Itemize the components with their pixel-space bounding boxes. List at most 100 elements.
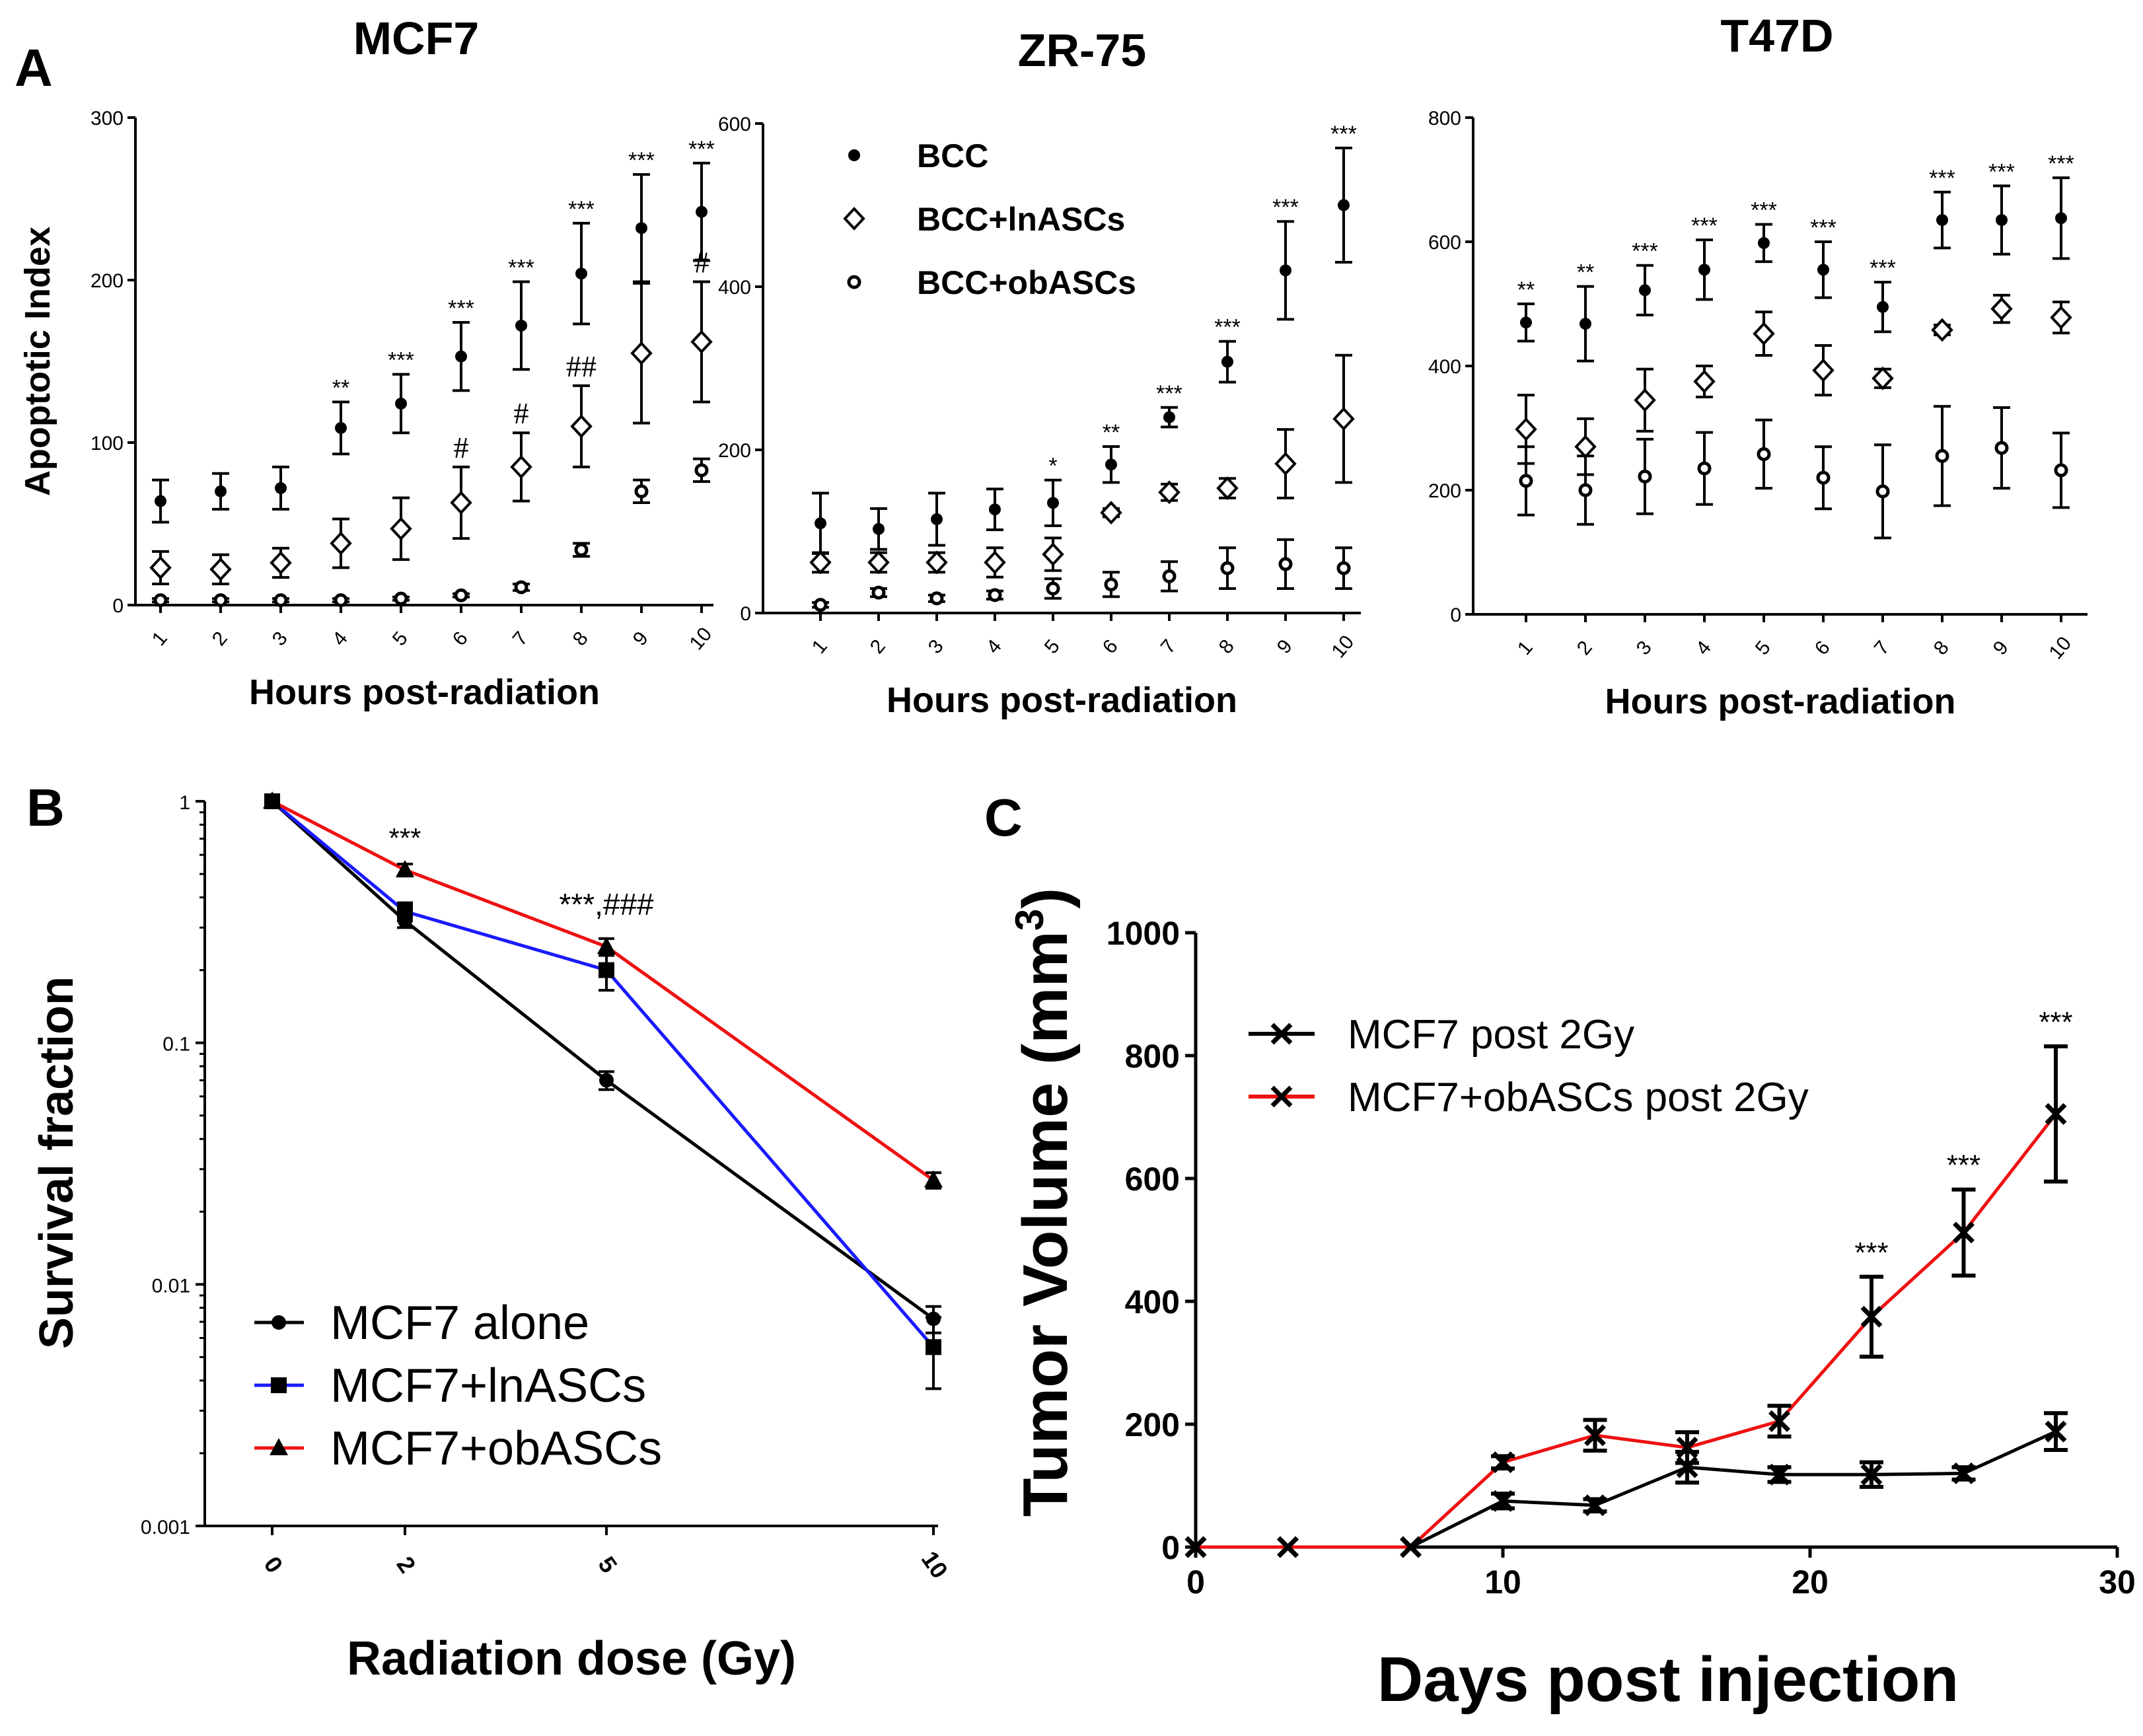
x-tick-label: 9 — [629, 628, 653, 650]
bcc-obascs-point — [454, 588, 468, 602]
bcc-lnascs-point — [1931, 318, 1953, 342]
bcc-obascs-point — [1220, 561, 1235, 575]
y-tick-label: 400 — [1428, 356, 1461, 378]
x-axis-label: Hours post-radiation — [249, 672, 600, 712]
chart-title: T47D — [1720, 10, 1833, 61]
bcc-obascs-point — [1994, 441, 2009, 455]
x-tick-label: 5 — [1751, 637, 1775, 659]
x-tick-label: 1 — [808, 635, 832, 658]
x-tick-label: 30 — [2099, 1564, 2136, 1601]
legend-label: MCF7+obASCs post 2Gy — [1348, 1075, 1809, 1120]
bcc-point — [1580, 318, 1591, 330]
x-tick-label: 5 — [593, 1552, 623, 1578]
significance-label: * — [1048, 454, 1057, 479]
bcc-point — [1877, 301, 1889, 313]
bcc-point — [575, 268, 587, 280]
significance-label: *** — [1691, 213, 1718, 238]
bcc-obascs-point — [871, 585, 886, 600]
bcc-obascs-point — [2054, 463, 2068, 478]
x-tick-label: 20 — [1792, 1564, 1829, 1601]
y-tick-label: 800 — [1125, 1038, 1180, 1075]
bcc-obascs-point — [1104, 577, 1118, 592]
legend-marker — [271, 1377, 287, 1393]
chart-tumor-volume: 0 200 400 600 800 1000 0 10 20 30 Days post inject… — [1007, 888, 2136, 1715]
y-axis-label: Tumor Volume (mm3) — [1007, 888, 1081, 1517]
x-tick-label: 4 — [982, 635, 1006, 658]
significance-label: *** — [1870, 256, 1896, 281]
hash-significance-label: # — [694, 245, 709, 279]
mcf7-lnascs-point — [397, 903, 413, 920]
legend-marker — [847, 275, 861, 289]
mcf7-obascs-line — [271, 799, 935, 1182]
bcc-obascs-point — [1638, 469, 1652, 484]
bcc-lnascs-point — [510, 454, 532, 479]
x-tick-label: 0 — [259, 1552, 289, 1578]
significance-label: *** — [1929, 166, 1955, 191]
bcc-lnascs-point — [1274, 452, 1297, 476]
y-tick-label: 0 — [112, 595, 124, 617]
x-tick-label: 5 — [388, 628, 412, 650]
x-tick-label: 2 — [208, 628, 232, 650]
y-tick-label: 0.01 — [152, 1275, 190, 1297]
mcf7-obascs-post-2gy-line — [1196, 1112, 2057, 1549]
x-tick-label: 10 — [2045, 633, 2076, 664]
mcf7-obascs-point — [396, 859, 414, 877]
y-tick-label: 200 — [1125, 1406, 1180, 1443]
bcc-lnascs-point — [1332, 407, 1355, 431]
x-tick-label: 2 — [392, 1552, 421, 1578]
mcf7-obascs-post-2gy-point — [1768, 1410, 1790, 1432]
legend-label: BCC+obASCs — [917, 264, 1136, 301]
bcc-obascs-point — [1519, 474, 1533, 488]
mcf7-post-2gy-point — [1768, 1463, 1790, 1486]
legend-marker — [270, 1438, 288, 1455]
y-tick-label: 200 — [718, 440, 751, 462]
bcc-lnascs-point — [1693, 369, 1716, 394]
x-tick-label: 3 — [924, 635, 948, 658]
y-tick-label: 600 — [1125, 1161, 1180, 1198]
mcf7-obascs-post-2gy-point — [2045, 1103, 2067, 1125]
bcc-point — [1639, 284, 1651, 297]
bcc-obascs-point — [153, 593, 168, 608]
mcf7-obascs-point — [263, 791, 281, 809]
bcc-lnascs-point — [1634, 388, 1656, 412]
bcc-obascs-point — [988, 588, 1002, 602]
mcf7-post-2gy-point — [1492, 1490, 1514, 1512]
legend-label: MCF7+obASCs — [330, 1422, 662, 1475]
x-tick-label: 8 — [1215, 635, 1239, 658]
x-axis-label: Days post injection — [1377, 1644, 1959, 1715]
significance-label: *** — [568, 197, 595, 222]
bcc-lnascs-point — [2050, 305, 2072, 330]
mcf7-obascs-post-2gy-point — [1676, 1436, 1698, 1459]
bcc-obascs-point — [1336, 561, 1351, 575]
bcc-point — [696, 205, 708, 218]
bcc-lnascs-point — [330, 531, 352, 556]
significance-label: *** — [1947, 1149, 1980, 1182]
y-tick-label: 0.1 — [163, 1034, 190, 1056]
bcc-point — [873, 523, 885, 535]
significance-label: *** — [1330, 122, 1357, 147]
mcf7-obascs-point — [597, 937, 616, 955]
x-tick-label: 2 — [866, 635, 890, 658]
x-tick-label: 2 — [1573, 637, 1597, 659]
x-tick-label: 4 — [1692, 637, 1716, 659]
bcc-obascs-point — [334, 593, 348, 608]
bcc-lnascs-point — [1042, 542, 1064, 567]
chart-zr75-apoptosis: 0 200 400 600 1 2 3 4 5 6 7 8 9 10 ZR-75 Hours post-rad… — [718, 24, 1361, 720]
legend-label: MCF7 post 2Gy — [1348, 1012, 1634, 1058]
significance-label: *** — [1751, 198, 1777, 223]
y-tick-label: 600 — [718, 114, 751, 135]
bcc-lnascs-point — [450, 491, 472, 515]
mcf7-lnascs-point — [599, 962, 614, 978]
bcc-lnascs-point — [1574, 435, 1597, 459]
significance-label: ** — [1577, 260, 1594, 285]
hash-significance-label: # — [514, 396, 529, 430]
x-tick-label: 1 — [148, 628, 172, 650]
y-tick-label: 200 — [1428, 480, 1461, 502]
x-tick-label: 7 — [1870, 637, 1894, 659]
bcc-lnascs-point — [690, 330, 713, 354]
legend-marker — [848, 149, 860, 161]
mcf7-post-2gy-point — [1953, 1462, 1975, 1484]
bcc-lnascs-point — [270, 551, 292, 575]
x-axis-label: Hours post-radiation — [887, 680, 1237, 720]
